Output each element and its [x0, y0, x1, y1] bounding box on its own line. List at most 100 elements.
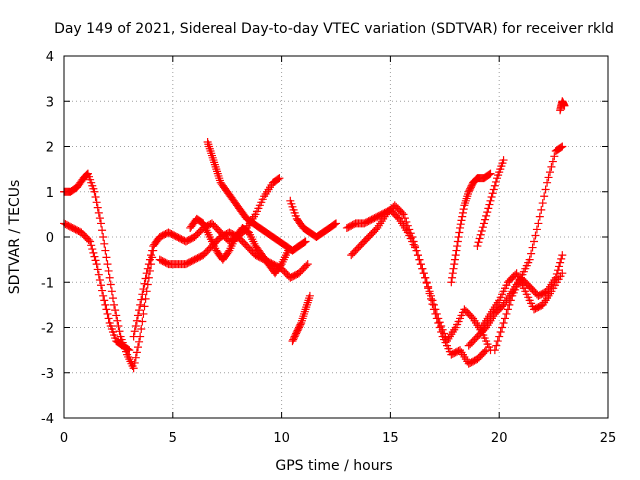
data-point [458, 208, 467, 217]
data-point [540, 192, 549, 201]
data-point [489, 185, 498, 194]
data-point [88, 245, 97, 254]
data-point [495, 332, 504, 341]
data-point [487, 193, 496, 202]
y-tick-label: -1 [41, 276, 54, 291]
data-point [447, 278, 456, 287]
data-point [132, 348, 141, 357]
data-point [131, 353, 140, 362]
data-point [553, 266, 562, 275]
data-point [552, 269, 561, 278]
data-point [106, 280, 115, 289]
data-point [453, 237, 462, 246]
y-tick-label: 0 [46, 231, 54, 246]
data-point [474, 238, 483, 247]
data-point [485, 170, 494, 179]
data-point [493, 337, 502, 346]
data-point [115, 327, 124, 336]
data-point [558, 251, 567, 260]
data-point [428, 296, 437, 305]
data-point [491, 177, 500, 186]
y-tick-label: 1 [46, 186, 54, 201]
data-point [398, 208, 407, 217]
data-point [408, 233, 417, 241]
series-track-p [556, 97, 569, 115]
data-point [141, 274, 150, 283]
data-point [499, 318, 508, 327]
data-point [557, 254, 566, 263]
data-point [431, 305, 440, 314]
data-point [135, 337, 144, 346]
data-point [448, 273, 457, 282]
y-tick-label: -3 [41, 367, 54, 382]
data-point [102, 305, 111, 314]
data-point [415, 255, 424, 264]
data-point [140, 279, 149, 288]
data-point [400, 214, 409, 223]
data-point [148, 246, 157, 255]
data-point [488, 189, 497, 198]
data-point [330, 220, 339, 229]
data-point [416, 260, 425, 269]
data-point [485, 200, 494, 209]
data-point [505, 300, 514, 309]
data-point [104, 314, 113, 323]
data-point [502, 309, 511, 318]
data-point [425, 287, 434, 296]
y-axis-label: SDTVAR / TECUs [7, 180, 23, 295]
data-point [424, 282, 433, 291]
series-track-e [186, 214, 293, 278]
data-point [476, 230, 485, 239]
data-point [475, 234, 484, 243]
data-point [419, 269, 428, 278]
data-point [458, 212, 467, 221]
data-point [124, 345, 133, 354]
data-point [429, 300, 438, 309]
data-point [103, 260, 112, 269]
data-point [107, 287, 116, 296]
data-point [95, 275, 104, 284]
data-point [418, 264, 427, 273]
data-point [532, 225, 541, 234]
data-point [133, 311, 142, 320]
data-point [473, 242, 482, 251]
data-point [137, 295, 146, 304]
data-point [102, 253, 111, 262]
data-point [453, 242, 462, 251]
data-point [93, 265, 102, 274]
data-point [437, 321, 446, 330]
y-tick-label: 2 [46, 141, 54, 156]
data-point [99, 233, 108, 241]
data-point [98, 286, 107, 295]
data-point [86, 237, 95, 246]
data-point [503, 305, 512, 314]
data-point [555, 262, 564, 271]
data-point [101, 246, 110, 255]
data-point [303, 260, 312, 269]
data-point [525, 255, 534, 264]
data-point [136, 300, 145, 309]
data-point [91, 256, 100, 265]
data-point [530, 237, 539, 246]
data-point [558, 142, 567, 151]
data-point [547, 162, 556, 171]
x-tick-label: 20 [491, 431, 508, 446]
data-point [403, 221, 412, 230]
data-point [92, 198, 101, 207]
series-track-i [342, 205, 491, 368]
data-point [538, 199, 547, 208]
data-point [499, 156, 508, 165]
data-point [112, 311, 121, 320]
data-point [551, 273, 560, 282]
data-point [90, 252, 99, 261]
data-point [451, 251, 460, 260]
data-point [142, 269, 151, 278]
chart-title: Day 149 of 2021, Sidereal Day-to-day VTE… [54, 21, 614, 37]
data-point [138, 290, 147, 299]
data-point [399, 210, 408, 219]
series-track-b [60, 219, 134, 355]
data-point [438, 325, 447, 334]
data-point [94, 208, 103, 217]
data-point [296, 320, 305, 329]
grid-lines [64, 56, 608, 418]
